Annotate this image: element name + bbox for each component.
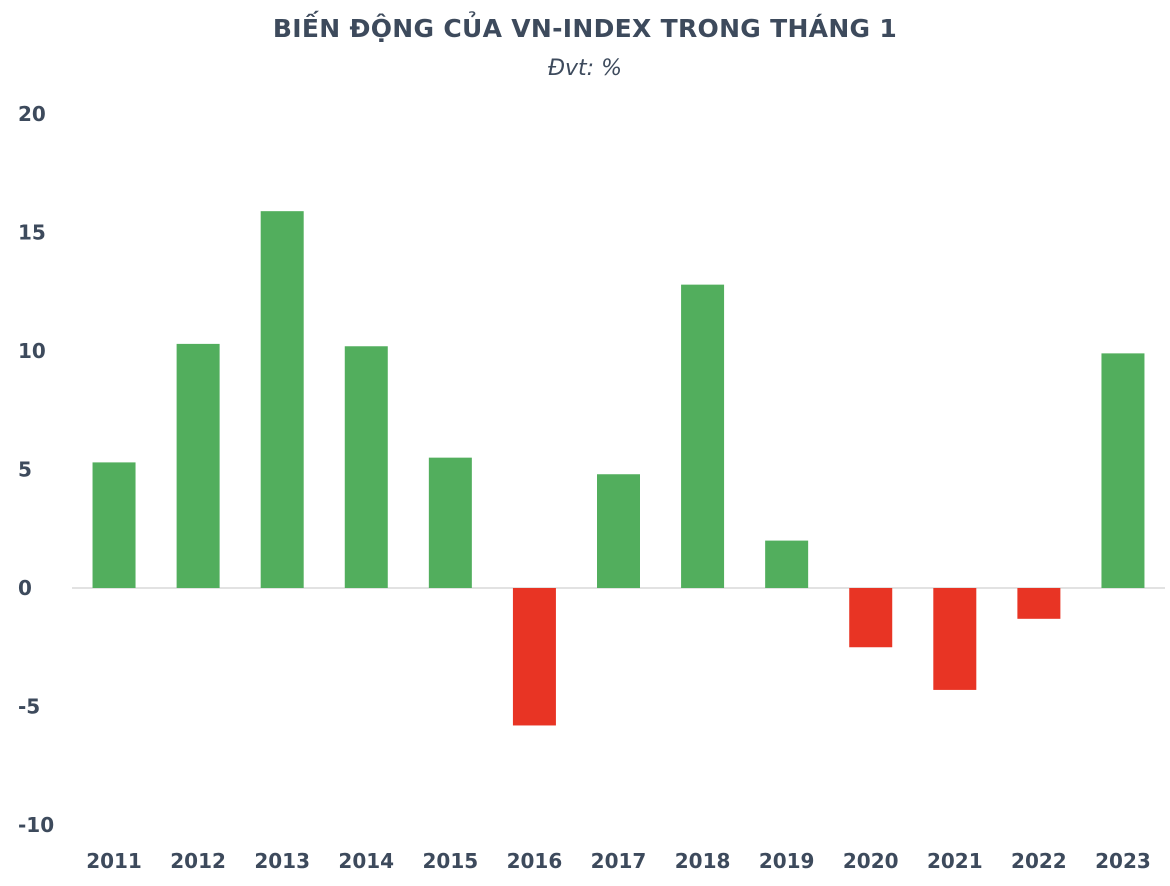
x-tick-label: 2016 <box>507 849 563 873</box>
bar-2022 <box>1017 588 1061 619</box>
bar-2021 <box>933 588 977 690</box>
x-tick-label: 2021 <box>927 849 983 873</box>
bar-2023 <box>1101 353 1145 588</box>
y-tick-label: 0 <box>18 576 32 600</box>
x-tick-label: 2019 <box>759 849 815 873</box>
x-tick-label: 2022 <box>1011 849 1067 873</box>
y-tick-label: -10 <box>18 813 54 837</box>
x-tick-label: 2018 <box>675 849 731 873</box>
x-tick-label: 2020 <box>843 849 899 873</box>
x-tick-label: 2017 <box>591 849 647 873</box>
y-tick-label: 20 <box>18 102 46 126</box>
bar-2012 <box>176 343 220 588</box>
y-tick-label: -5 <box>18 695 40 719</box>
x-tick-label: 2011 <box>86 849 142 873</box>
y-tick-label: 5 <box>18 458 32 482</box>
bar-2015 <box>428 457 472 588</box>
x-tick-label: 2015 <box>423 849 479 873</box>
chart-title: BIẾN ĐỘNG CỦA VN-INDEX TRONG THÁNG 1 <box>272 14 898 43</box>
y-tick-label: 15 <box>18 221 46 245</box>
bar-2017 <box>597 474 640 588</box>
bar-2019 <box>765 540 809 588</box>
x-tick-label: 2023 <box>1095 849 1151 873</box>
x-axis: 2011 2012 2013 2014 2015 2016 2017 2018 2019 2020… <box>86 849 1151 873</box>
x-tick-label: 2013 <box>254 849 310 873</box>
bar-2016 <box>512 588 556 726</box>
x-tick-label: 2012 <box>170 849 226 873</box>
bar-2011 <box>92 462 136 588</box>
bar-2020 <box>849 588 893 648</box>
bar-2014 <box>344 346 388 588</box>
y-axis: 20 15 10 5 0 -5 -10 <box>18 102 54 837</box>
bar-2018 <box>681 284 725 588</box>
bars <box>92 211 1145 726</box>
x-tick-label: 2014 <box>338 849 394 873</box>
chart-subtitle: Đvt: % <box>547 56 622 81</box>
y-tick-label: 10 <box>18 339 46 363</box>
bar-2013 <box>260 211 304 589</box>
